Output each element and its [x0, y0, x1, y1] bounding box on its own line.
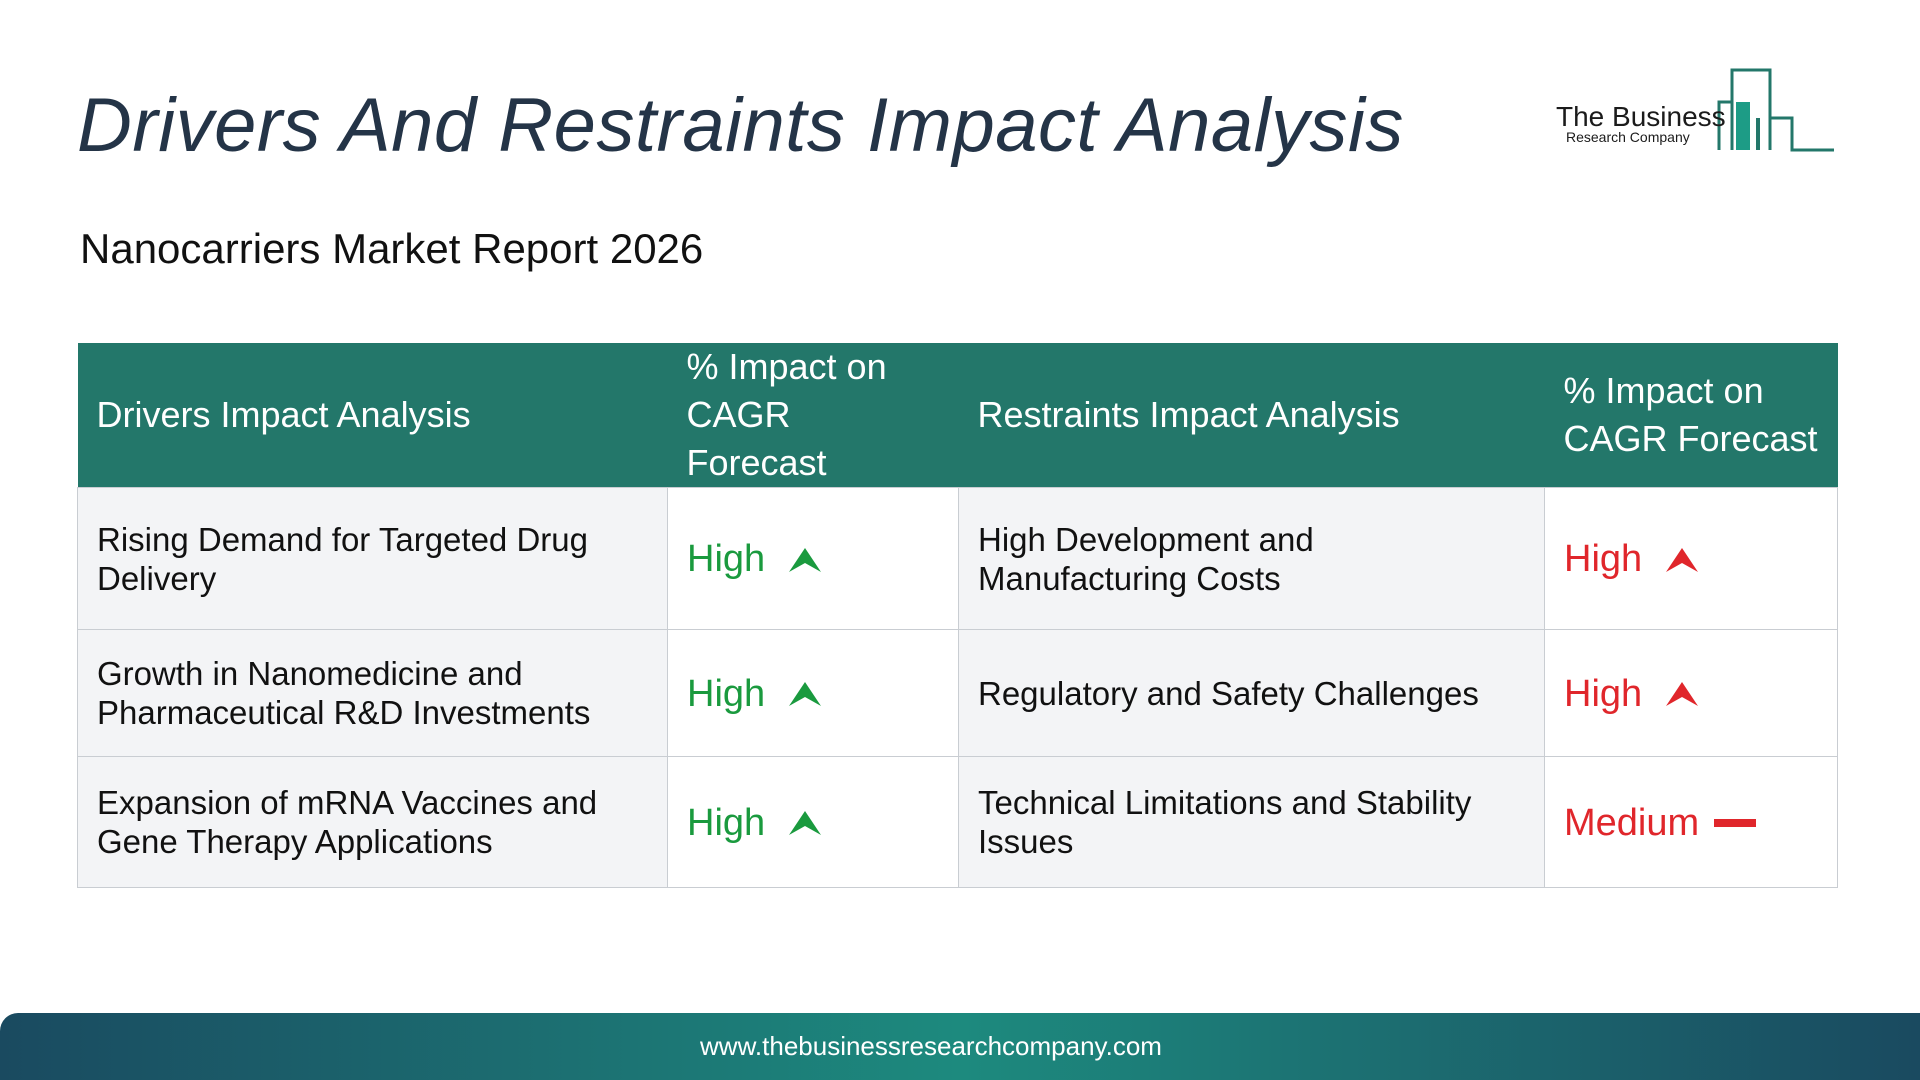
up-arrow-icon [789, 547, 822, 572]
driver-impact-cell: High [667, 756, 959, 888]
page-title: Drivers And Restraints Impact Analysis [77, 83, 1404, 168]
logo-text-line1: The Business [1556, 101, 1726, 132]
up-arrow-icon [789, 682, 822, 707]
impact-level: High [1564, 538, 1643, 581]
logo-bars-icon [1717, 68, 1834, 152]
impact-level: High [687, 538, 766, 581]
footer-url[interactable]: www.thebusinessresearchcompany.com [700, 1031, 1162, 1061]
header-restraints: Restraints Impact Analysis [958, 343, 1545, 488]
logo-text-line2: Research Company [1566, 129, 1690, 145]
header-restraint-impact: % Impact on CAGR Forecast [1544, 343, 1838, 488]
driver-cell: Expansion of mRNA Vaccines and Gene Ther… [77, 756, 668, 888]
header-drivers: Drivers Impact Analysis [77, 343, 668, 488]
impact-level: High [687, 801, 766, 844]
impact-level: High [687, 672, 766, 715]
up-arrow-icon [1666, 547, 1699, 572]
driver-impact-cell: High [667, 629, 959, 757]
report-subtitle: Nanocarriers Market Report 2026 [80, 225, 704, 272]
table-row: Expansion of mRNA Vaccines and Gene Ther… [77, 756, 1838, 888]
table-row: Growth in Nanomedicine and Pharmaceutica… [77, 629, 1838, 757]
restraint-cell: Regulatory and Safety Challenges [958, 629, 1545, 757]
footer-bar: www.thebusinessresearchcompany.com [0, 1013, 1920, 1080]
up-arrow-icon [789, 811, 822, 836]
restraint-impact-cell: Medium [1544, 756, 1838, 888]
impact-level: Medium [1564, 801, 1700, 844]
driver-impact-cell: High [667, 487, 959, 630]
table-row: Rising Demand for Targeted Drug Delivery… [77, 487, 1838, 630]
impact-table: Drivers Impact Analysis % Impact on CAGR… [77, 343, 1838, 888]
driver-cell: Growth in Nanomedicine and Pharmaceutica… [77, 629, 668, 757]
restraint-impact-cell: High [1544, 487, 1838, 630]
impact-level: High [1564, 672, 1643, 715]
restraint-cell: Technical Limitations and Stability Issu… [958, 756, 1545, 888]
restraint-impact-cell: High [1544, 629, 1838, 757]
driver-cell: Rising Demand for Targeted Drug Delivery [77, 487, 668, 630]
company-logo: The Business Research Company [1552, 66, 1836, 156]
table-header-row: Drivers Impact Analysis % Impact on CAGR… [77, 343, 1838, 488]
up-arrow-icon [1666, 682, 1699, 707]
header-driver-impact: % Impact on CAGR Forecast [667, 343, 959, 488]
dash-icon [1714, 819, 1757, 828]
restraint-cell: High Development and Manufacturing Costs [958, 487, 1545, 630]
